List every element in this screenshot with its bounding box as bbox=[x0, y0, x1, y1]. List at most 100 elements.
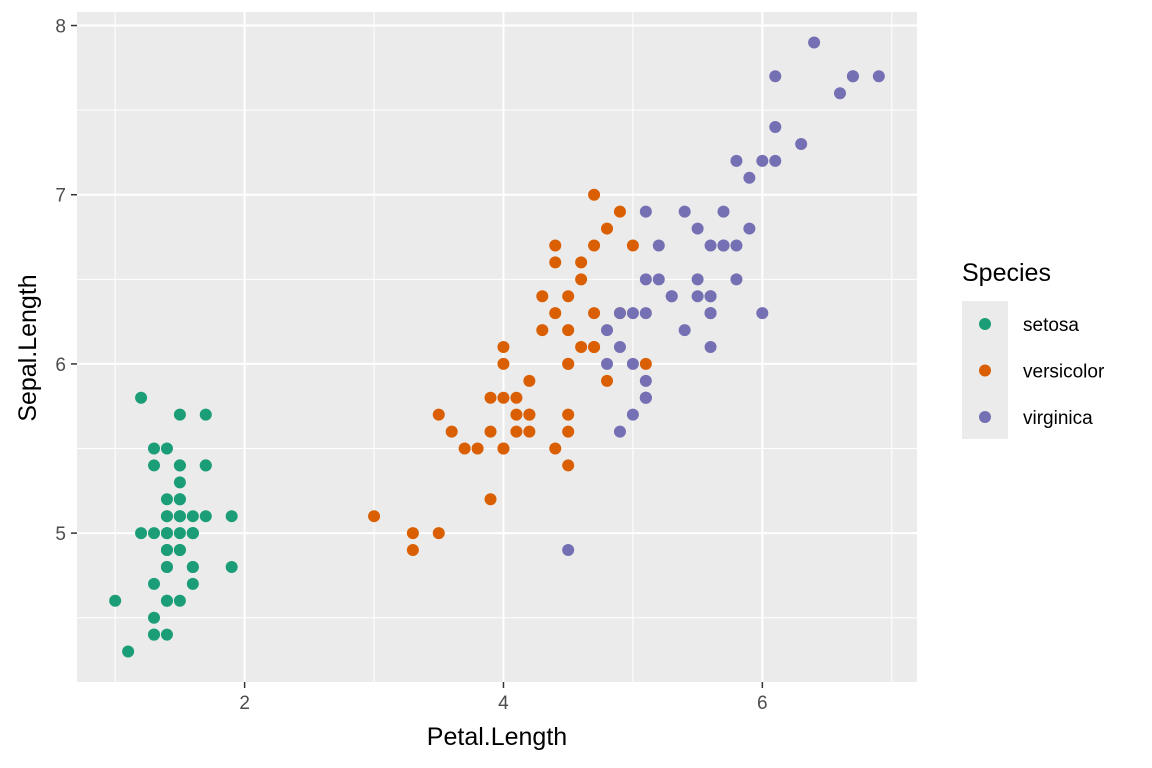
point-versicolor bbox=[562, 408, 575, 421]
legend-label-virginica: virginica bbox=[1023, 408, 1093, 429]
point-virginica bbox=[769, 121, 782, 134]
point-virginica bbox=[665, 290, 678, 303]
legend-key-virginica bbox=[979, 411, 991, 423]
point-versicolor bbox=[536, 324, 549, 337]
point-setosa bbox=[160, 493, 173, 506]
point-setosa bbox=[173, 510, 186, 523]
legend-title: Species bbox=[962, 259, 1051, 287]
point-versicolor bbox=[510, 425, 523, 438]
point-setosa bbox=[173, 476, 186, 489]
point-versicolor bbox=[406, 544, 419, 557]
point-setosa bbox=[199, 459, 212, 472]
point-versicolor bbox=[588, 341, 601, 353]
legend: Species setosa versicolor virginica bbox=[962, 259, 1105, 439]
y-axis: 5 6 7 8 bbox=[55, 17, 77, 545]
point-versicolor bbox=[432, 527, 445, 540]
point-setosa bbox=[148, 442, 161, 455]
y-tick-label: 7 bbox=[55, 186, 66, 207]
point-virginica bbox=[562, 544, 575, 557]
point-versicolor bbox=[432, 408, 445, 421]
point-versicolor bbox=[575, 256, 588, 269]
point-versicolor bbox=[588, 239, 601, 252]
point-setosa bbox=[173, 408, 186, 421]
point-virginica bbox=[743, 222, 756, 235]
point-versicolor bbox=[497, 442, 510, 455]
point-virginica bbox=[704, 307, 717, 320]
point-virginica bbox=[730, 273, 743, 286]
point-virginica bbox=[639, 307, 652, 320]
point-virginica bbox=[808, 36, 821, 49]
point-setosa bbox=[160, 560, 173, 573]
point-setosa bbox=[186, 560, 199, 573]
point-versicolor bbox=[626, 239, 639, 252]
point-virginica bbox=[704, 290, 717, 303]
point-setosa bbox=[148, 628, 161, 641]
point-virginica bbox=[691, 290, 704, 303]
point-virginica bbox=[626, 357, 639, 370]
point-versicolor bbox=[562, 290, 575, 303]
point-setosa bbox=[148, 459, 161, 472]
point-setosa bbox=[186, 577, 199, 590]
point-virginica bbox=[769, 70, 782, 83]
point-versicolor bbox=[445, 425, 458, 438]
legend-label-setosa: setosa bbox=[1023, 315, 1079, 336]
point-versicolor bbox=[523, 408, 536, 421]
point-versicolor bbox=[601, 222, 614, 235]
point-virginica bbox=[691, 222, 704, 235]
grid-major bbox=[77, 12, 917, 682]
point-versicolor bbox=[601, 374, 614, 387]
point-versicolor bbox=[523, 374, 536, 387]
point-setosa bbox=[225, 510, 238, 523]
point-versicolor bbox=[549, 256, 562, 269]
point-virginica bbox=[691, 273, 704, 286]
point-virginica bbox=[652, 239, 665, 252]
point-setosa bbox=[199, 408, 212, 421]
legend-key-versicolor bbox=[979, 364, 991, 377]
point-virginica bbox=[639, 374, 652, 387]
point-versicolor bbox=[639, 357, 652, 370]
point-setosa bbox=[225, 560, 238, 573]
y-tick-label: 6 bbox=[55, 355, 66, 376]
point-versicolor bbox=[484, 391, 497, 404]
point-versicolor bbox=[549, 239, 562, 252]
point-virginica bbox=[846, 70, 859, 83]
point-virginica bbox=[613, 341, 626, 353]
point-versicolor bbox=[497, 357, 510, 370]
point-virginica bbox=[795, 137, 808, 150]
x-tick-label: 4 bbox=[498, 693, 509, 714]
point-virginica bbox=[601, 324, 614, 337]
point-versicolor bbox=[458, 442, 471, 455]
point-setosa bbox=[160, 510, 173, 523]
point-setosa bbox=[109, 594, 122, 607]
point-setosa bbox=[160, 442, 173, 455]
point-virginica bbox=[626, 408, 639, 421]
plot-panel bbox=[77, 12, 917, 682]
point-virginica bbox=[678, 324, 691, 337]
point-virginica bbox=[613, 307, 626, 320]
point-virginica bbox=[769, 154, 782, 167]
point-versicolor bbox=[562, 459, 575, 472]
point-setosa bbox=[148, 577, 161, 590]
point-setosa bbox=[199, 510, 212, 523]
data-points bbox=[109, 36, 885, 658]
point-setosa bbox=[135, 391, 148, 404]
point-versicolor bbox=[562, 324, 575, 337]
point-setosa bbox=[173, 594, 186, 607]
point-versicolor bbox=[523, 425, 536, 438]
point-versicolor bbox=[510, 391, 523, 404]
point-virginica bbox=[704, 341, 717, 353]
point-setosa bbox=[173, 527, 186, 540]
point-versicolor bbox=[536, 290, 549, 303]
point-versicolor bbox=[471, 442, 484, 455]
point-versicolor bbox=[406, 527, 419, 540]
point-versicolor bbox=[562, 357, 575, 370]
point-setosa bbox=[160, 594, 173, 607]
x-axis: 2 4 6 bbox=[239, 682, 768, 714]
point-versicolor bbox=[368, 510, 381, 523]
point-virginica bbox=[639, 273, 652, 286]
point-virginica bbox=[717, 205, 730, 218]
point-setosa bbox=[135, 527, 148, 540]
legend-key-setosa bbox=[979, 318, 991, 330]
point-virginica bbox=[639, 205, 652, 218]
y-axis-title: Sepal.Length bbox=[14, 274, 42, 421]
